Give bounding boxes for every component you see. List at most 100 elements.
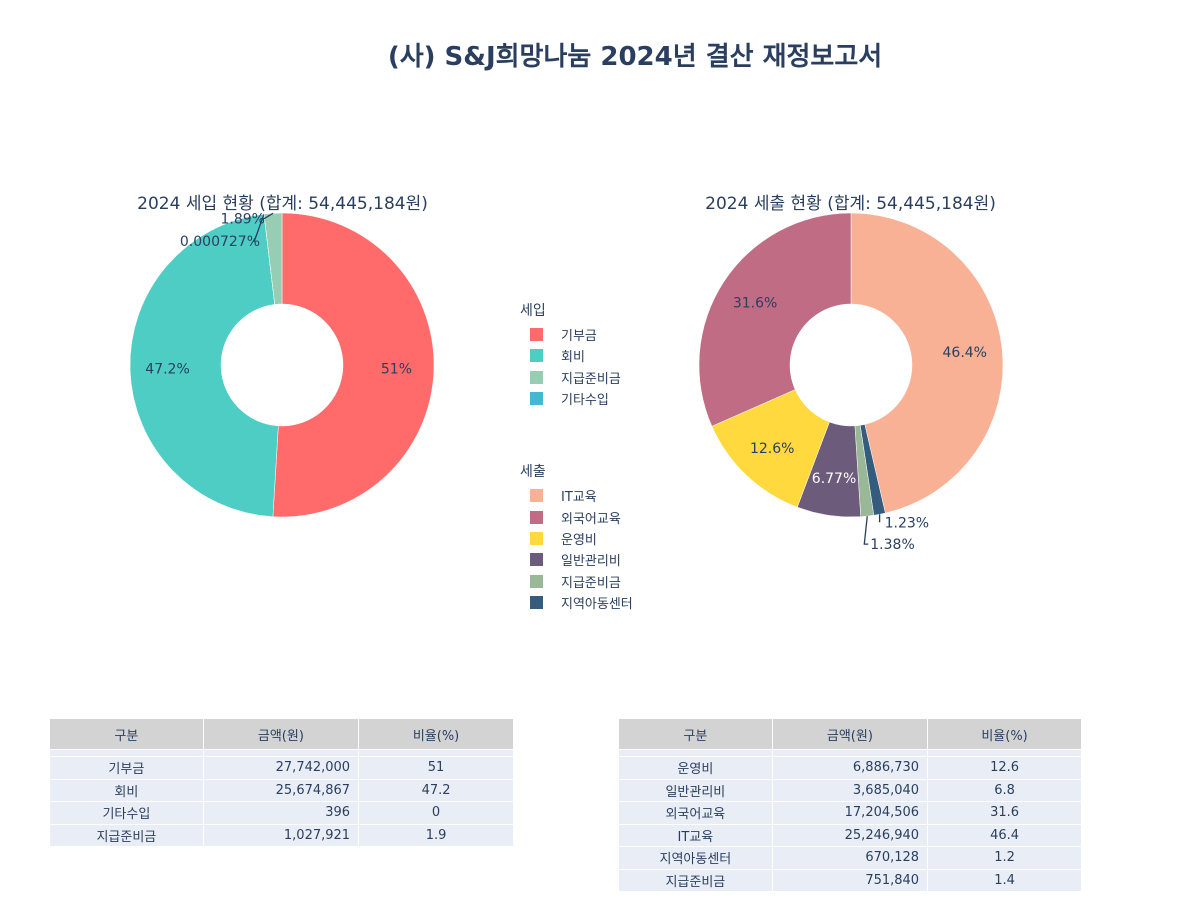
table-cell: 운영비 bbox=[619, 756, 773, 780]
legend-swatch bbox=[530, 392, 543, 406]
percent-label: 1.23% bbox=[885, 515, 929, 531]
table-cell: 6,886,730 bbox=[772, 756, 929, 780]
table-header-cell: 비율(%) bbox=[927, 719, 1082, 750]
expense-chart-title: 2024 세출 현황 (합계: 54,445,184원) bbox=[705, 194, 996, 214]
legend-group-title: 세입 bbox=[520, 303, 546, 319]
table-header-cell: 금액(원) bbox=[203, 719, 360, 750]
pie-slice bbox=[698, 212, 852, 427]
table-cell: 25,674,867 bbox=[203, 779, 360, 802]
pie-slice bbox=[272, 212, 435, 518]
table-header-cell: 구분 bbox=[50, 719, 204, 750]
pie-slice bbox=[129, 213, 279, 517]
legend-item[interactable]: 일반관리비 bbox=[520, 549, 633, 570]
percent-label: 1.38% bbox=[870, 537, 914, 553]
label-leader-line bbox=[253, 213, 265, 243]
income-table: 구분 금액(원) 비율(%) 기부금 27,742,000 51 회비 25,674,867 4… bbox=[50, 719, 514, 847]
legend-label: IT교육 bbox=[561, 490, 597, 506]
table-row: 지급준비금 1,027,921 1.9 bbox=[50, 824, 514, 847]
legend: 세입 기부금 회비 지급준비금 기타수입 세출 IT교육 외국어교육 운영비 일반관리비 지급… bbox=[520, 300, 633, 613]
table-cell: 외국어교육 bbox=[619, 801, 773, 825]
table-row: 외국어교육 17,204,506 31.6 bbox=[619, 801, 1082, 825]
table-cell: 기부금 bbox=[50, 756, 204, 780]
table-cell: 396 bbox=[203, 801, 360, 825]
legend-item[interactable]: 기타수입 bbox=[520, 388, 633, 409]
income-chart-title: 2024 세입 현황 (합계: 54,445,184원) bbox=[137, 194, 428, 214]
table-cell: 지역아동센터 bbox=[619, 846, 773, 870]
table-cell: 3,685,040 bbox=[772, 779, 929, 802]
table-cell: 1,027,921 bbox=[203, 824, 360, 847]
pie-slice bbox=[850, 212, 1004, 514]
legend-item[interactable]: 지급준비금 bbox=[520, 367, 633, 388]
table-cell: 1.4 bbox=[927, 869, 1082, 892]
table-cell: 46.4 bbox=[927, 824, 1082, 847]
expense-donut-chart: 46.4% 1.23% 1.38% 6.77% 12.6% 31.6% bbox=[698, 212, 1004, 553]
legend-label: 일반관리비 bbox=[561, 554, 621, 570]
legend-label: 기부금 bbox=[561, 329, 597, 345]
table-cell: 0 bbox=[358, 801, 514, 825]
legend-swatch bbox=[530, 370, 543, 384]
legend-item[interactable]: 기부금 bbox=[520, 324, 633, 345]
report-title: (사) S&J희망나눔 2024년 결산 재정보고서 bbox=[387, 42, 883, 72]
table-row: IT교육 25,246,940 46.4 bbox=[619, 824, 1082, 847]
table-cell: 회비 bbox=[50, 779, 204, 802]
legend-swatch bbox=[530, 349, 543, 363]
pie-slice bbox=[263, 212, 283, 305]
table-row: 지역아동센터 670,128 1.2 bbox=[619, 846, 1082, 870]
legend-item[interactable]: 외국어교육 bbox=[520, 506, 633, 527]
table-cell: 1.2 bbox=[927, 846, 1082, 870]
legend-swatch bbox=[530, 328, 543, 342]
table-cell: 지급준비금 bbox=[50, 824, 204, 847]
table-row: 회비 25,674,867 47.2 bbox=[50, 779, 514, 802]
legend-swatch bbox=[530, 595, 543, 609]
table-cell: 지급준비금 bbox=[619, 869, 773, 892]
income-donut-chart: 51% 47.2% 0.000727% 1.89% bbox=[129, 211, 435, 518]
table-cell: 25,246,940 bbox=[772, 824, 929, 847]
expense-table: 구분 금액(원) 비율(%) 운영비 6,886,730 12.6 일반관리비 3,685,0… bbox=[619, 719, 1082, 892]
table-cell: IT교육 bbox=[619, 824, 773, 847]
legend-item[interactable]: IT교육 bbox=[520, 485, 633, 506]
table-row: 운영비 6,886,730 12.6 bbox=[619, 756, 1082, 780]
legend-label: 지급준비금 bbox=[561, 371, 621, 387]
legend-swatch bbox=[530, 574, 543, 588]
table-row: 지급준비금 751,840 1.4 bbox=[619, 869, 1082, 892]
table-header-cell: 금액(원) bbox=[772, 719, 929, 750]
table-cell: 751,840 bbox=[772, 869, 929, 892]
label-leader-line bbox=[262, 212, 274, 220]
legend-label: 외국어교육 bbox=[561, 511, 621, 527]
percent-label: 6.77% bbox=[812, 471, 856, 487]
legend-group-title: 세출 bbox=[520, 464, 546, 481]
table-cell: 47.2 bbox=[358, 779, 514, 802]
legend-label: 회비 bbox=[561, 350, 585, 366]
legend-swatch bbox=[530, 510, 543, 524]
percent-label: 12.6% bbox=[750, 441, 794, 457]
percent-label: 31.6% bbox=[733, 295, 777, 311]
table-header-cell: 구분 bbox=[619, 719, 773, 750]
table-cell: 670,128 bbox=[772, 846, 929, 870]
table-cell: 6.8 bbox=[927, 779, 1082, 802]
legend-item[interactable]: 지급준비금 bbox=[520, 570, 633, 591]
legend-item[interactable]: 운영비 bbox=[520, 528, 633, 549]
table-row: 기부금 27,742,000 51 bbox=[50, 756, 514, 780]
percent-label: 47.2% bbox=[145, 361, 189, 377]
legend-item[interactable]: 지역아동센터 bbox=[520, 592, 633, 613]
legend-label: 지급준비금 bbox=[561, 575, 621, 591]
percent-label: 1.89% bbox=[221, 211, 265, 227]
table-row: 일반관리비 3,685,040 6.8 bbox=[619, 779, 1082, 802]
table-cell: 17,204,506 bbox=[772, 801, 929, 825]
percent-label: 51% bbox=[381, 361, 412, 377]
table-row: 기타수입 396 0 bbox=[50, 801, 514, 825]
legend-label: 지역아동센터 bbox=[561, 596, 633, 612]
table-cell: 31.6 bbox=[927, 801, 1082, 825]
table-cell: 12.6 bbox=[927, 756, 1082, 780]
legend-item[interactable]: 회비 bbox=[520, 345, 633, 366]
legend-swatch bbox=[530, 553, 543, 567]
legend-swatch bbox=[530, 489, 543, 503]
table-cell: 51 bbox=[358, 756, 514, 780]
table-cell: 일반관리비 bbox=[619, 779, 773, 802]
legend-swatch bbox=[530, 531, 543, 545]
table-header-cell: 비율(%) bbox=[358, 719, 514, 750]
table-cell: 27,742,000 bbox=[203, 756, 360, 780]
